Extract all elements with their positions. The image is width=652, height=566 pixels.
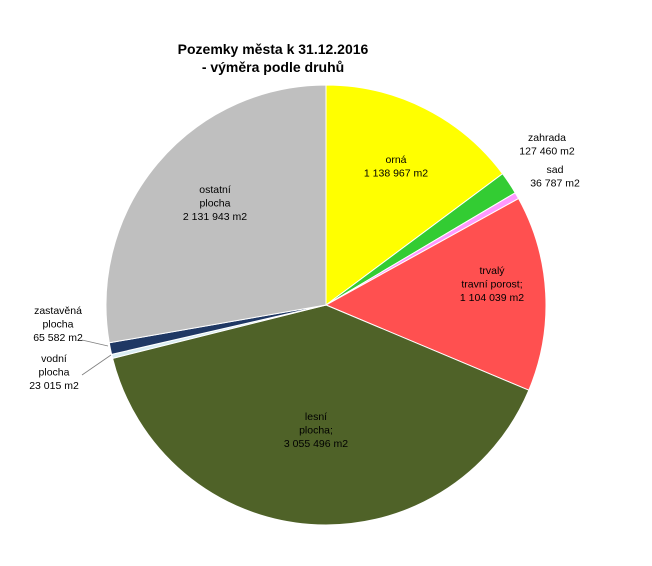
chart-title-line-2: - výměra podle druhů — [202, 59, 344, 75]
chart-title-line-1: Pozemky města k 31.12.2016 — [178, 41, 369, 57]
slice-label-lesní-plocha: lesní plocha; 3 055 496 m2 — [284, 411, 348, 450]
slice-label-line: 1 104 039 m2 — [460, 292, 524, 304]
slice-labels: orná 1 138 967 m2 zahrada 127 460 m2 sad 36 7… — [29, 132, 580, 450]
slice-label-line: lesní — [305, 411, 327, 423]
slice-label-line: trvalý — [479, 265, 505, 277]
slice-label-vodní-plocha: vodní plocha 23 015 m2 — [29, 353, 79, 392]
slice-label-sad: sad 36 787 m2 — [530, 164, 580, 190]
slice-label-line: 127 460 m2 — [519, 146, 575, 158]
slice-label-orná: orná 1 138 967 m2 — [364, 154, 428, 180]
slice-label-zastavěná-plocha: zastavěná plocha 65 582 m2 — [33, 305, 83, 344]
slice-label-line: sad — [547, 164, 564, 176]
slice-label-line: 3 055 496 m2 — [284, 438, 348, 450]
slice-label-line: ostatní — [199, 184, 231, 196]
leader-line-vodní-plocha — [81, 354, 112, 376]
slice-label-zahrada: zahrada 127 460 m2 — [519, 132, 575, 158]
slice-label-line: plocha — [43, 319, 74, 331]
slice-label-line: 2 131 943 m2 — [183, 211, 247, 223]
slice-label-line: plocha — [39, 367, 70, 379]
pie-slice-lesní-plocha — [111, 304, 530, 526]
slice-label-line: 65 582 m2 — [33, 332, 83, 344]
slice-label-line: travní porost; — [461, 279, 522, 291]
slice-label-line: zastavěná — [34, 305, 82, 317]
slice-label-trvalý-travní-porost: trvalý travní porost; 1 104 039 m2 — [460, 265, 524, 304]
leader-line-zastavěná-plocha — [81, 339, 109, 347]
pie-slices — [105, 84, 547, 526]
pie-slice-orná — [325, 84, 504, 306]
slice-label-ostatní-plocha: ostatní plocha 2 131 943 m2 — [183, 184, 247, 223]
slice-label-line: 23 015 m2 — [29, 380, 79, 392]
slice-label-line: plocha; — [299, 425, 333, 437]
pie-slice-ostatní-plocha — [105, 84, 327, 344]
slice-label-line: zahrada — [528, 132, 566, 144]
leader-lines — [81, 339, 112, 376]
slice-label-line: orná — [385, 154, 406, 166]
slice-label-line: 1 138 967 m2 — [364, 168, 428, 180]
slice-label-line: plocha — [200, 198, 231, 210]
pie-slice-trvalý-travní-porost — [324, 197, 547, 391]
slice-label-line: vodní — [41, 353, 67, 365]
slice-label-line: 36 787 m2 — [530, 178, 580, 190]
